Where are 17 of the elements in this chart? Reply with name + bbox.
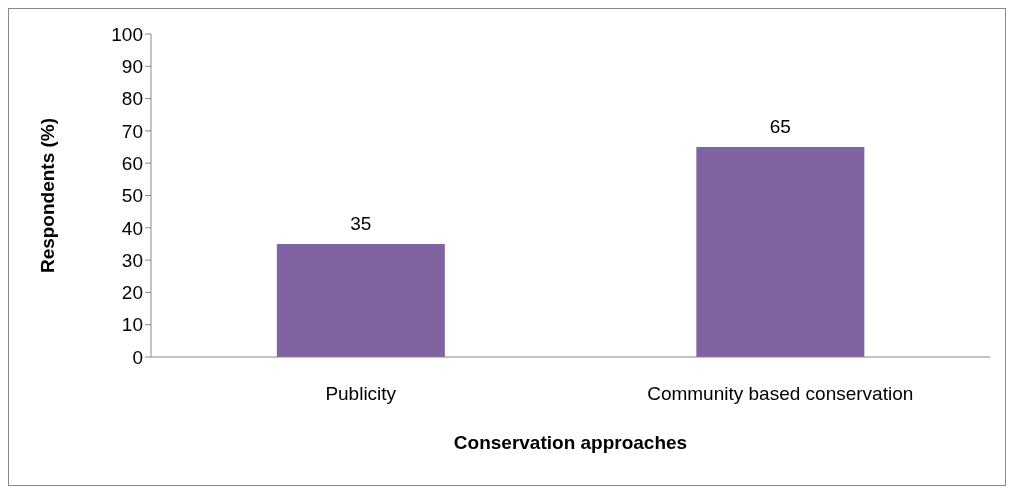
- y-tick-label: 10: [121, 314, 143, 336]
- y-tick-label: 100: [111, 23, 143, 45]
- y-tick-label: 90: [121, 56, 143, 78]
- y-tick-label: 30: [121, 249, 143, 271]
- y-tick-label: 20: [121, 282, 143, 304]
- data-label: 65: [769, 116, 791, 138]
- y-tick-label: 60: [121, 152, 143, 174]
- y-tick-label: 50: [121, 185, 143, 207]
- y-tick-label: 0: [132, 346, 143, 368]
- y-tick-label: 80: [121, 88, 143, 110]
- y-axis-title: Respondents (%): [36, 117, 58, 274]
- x-tick-label: Community based conservation: [647, 383, 914, 405]
- x-axis-title: Conservation approaches: [453, 432, 688, 453]
- x-tick-label: Publicity: [325, 383, 397, 405]
- y-tick-label: 70: [121, 120, 143, 142]
- y-tick-label: 40: [121, 217, 143, 239]
- data-label: 35: [350, 212, 372, 234]
